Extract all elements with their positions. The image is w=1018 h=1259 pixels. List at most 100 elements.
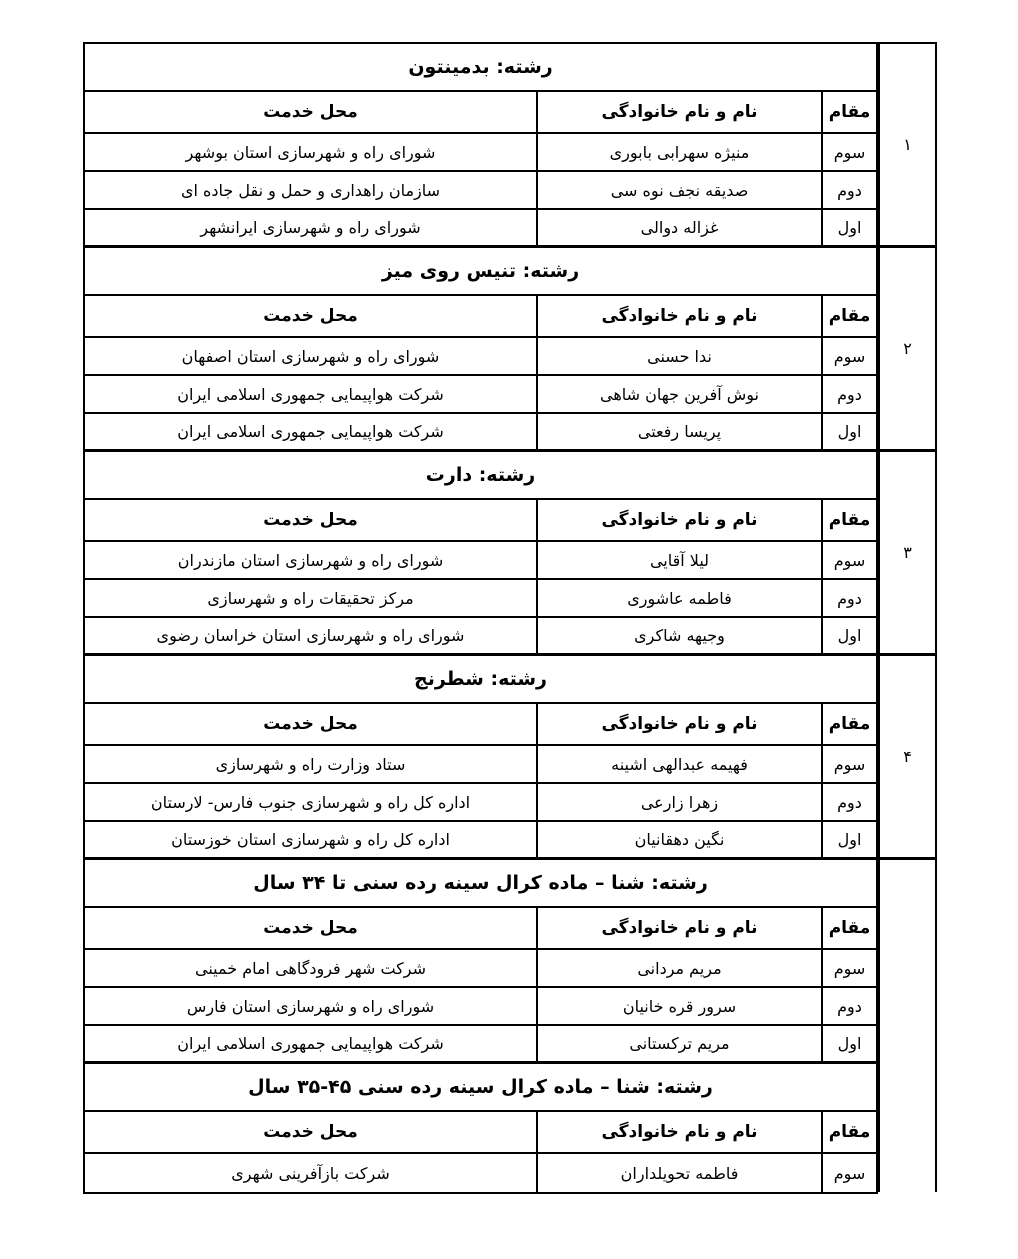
results-table: رشته: بدمینتون مقام نام و نام خانوادگی م… [83, 42, 878, 1194]
col-header-service: محل خدمت [263, 714, 358, 734]
section-badminton: رشته: بدمینتون مقام نام و نام خانوادگی م… [85, 44, 876, 248]
section-title: رشته: تنیس روی میز [85, 248, 876, 296]
table-row: دوم فاطمه عاشوری مرکز تحقیقات راه و شهرس… [85, 580, 876, 618]
cell-rank: سوم [833, 1163, 866, 1183]
cell-service: شورای راه و شهرسازی استان فارس [186, 996, 435, 1016]
section-number [880, 860, 935, 1192]
table-row: سوم فاطمه تحویلداران شرکت بازآفرینی شهری [85, 1154, 876, 1192]
cell-name: فاطمه عاشوری [536, 580, 823, 616]
cell-rank: اول [837, 218, 862, 237]
table-row: دوم صدیقه نجف نوه سی سازمان راهداری و حم… [85, 172, 876, 210]
cell-name: مریم ترکستانی [536, 1026, 823, 1061]
table-row: دوم نوش آفرین جهان شاهی شرکت هواپیمایی ج… [85, 376, 876, 414]
table-row: سوم ندا حسنی شورای راه و شهرسازی استان ا… [85, 338, 876, 376]
section-swimming-under-34: رشته: شنا – ماده کرال سینه رده سنی تا ۳۴… [85, 860, 876, 1064]
cell-name: پریسا رفعتی [536, 414, 823, 449]
cell-name: لیلا آقایی [536, 542, 823, 578]
section-chess: رشته: شطرنج مقام نام و نام خانوادگی محل … [85, 656, 876, 860]
cell-rank: دوم [837, 792, 862, 812]
table-header-row: مقام نام و نام خانوادگی محل خدمت [85, 296, 876, 338]
cell-name: نگین دهقانیان [536, 822, 823, 857]
table-row: سوم منیژه سهرابی بابوری شورای راه و شهرس… [85, 134, 876, 172]
table-row: اول نگین دهقانیان اداره کل راه و شهرسازی… [85, 822, 876, 860]
cell-service: شورای راه و شهرسازی استان مازندران [177, 550, 444, 570]
col-header-service: محل خدمت [263, 102, 358, 122]
col-header-rank: مقام [828, 102, 871, 122]
cell-service: اداره کل راه و شهرسازی استان خوزستان [171, 830, 450, 849]
col-header-rank: مقام [828, 918, 871, 938]
section-number: ۱ [880, 44, 935, 248]
col-header-name: نام و نام خانوادگی [536, 296, 823, 336]
table-row: اول وجیهه شاکری شورای راه و شهرسازی استا… [85, 618, 876, 656]
cell-service: شرکت هواپیمایی جمهوری اسلامی ایران [177, 422, 444, 441]
cell-name: سرور قره خانیان [536, 988, 823, 1024]
cell-name: منیژه سهرابی بابوری [536, 134, 823, 170]
table-header-row: مقام نام و نام خانوادگی محل خدمت [85, 500, 876, 542]
cell-service: ستاد وزارت راه و شهرسازی [215, 754, 406, 774]
section-number: ۳ [880, 452, 935, 656]
cell-service: شورای راه و شهرسازی استان اصفهان [181, 346, 440, 366]
table-header-row: مقام نام و نام خانوادگی محل خدمت [85, 704, 876, 746]
cell-name: غزاله دوالی [536, 210, 823, 245]
cell-name: وجیهه شاکری [536, 618, 823, 653]
cell-name: مریم مردانی [536, 950, 823, 986]
col-header-name: نام و نام خانوادگی [536, 92, 823, 132]
cell-name: ندا حسنی [536, 338, 823, 374]
cell-rank: دوم [837, 384, 862, 404]
section-darts: رشته: دارت مقام نام و نام خانوادگی محل خ… [85, 452, 876, 656]
cell-name: فهیمه عبدالهی اشینه [536, 746, 823, 782]
cell-rank: سوم [833, 142, 866, 162]
cell-rank: اول [837, 626, 862, 645]
cell-rank: دوم [837, 180, 862, 200]
table-header-row: مقام نام و نام خانوادگی محل خدمت [85, 1112, 876, 1154]
col-header-service: محل خدمت [263, 306, 358, 326]
table-header-row: مقام نام و نام خانوادگی محل خدمت [85, 908, 876, 950]
cell-service: سازمان راهداری و حمل و نقل جاده ای [180, 180, 441, 200]
section-number-column: ۱ ۲ ۳ ۴ [878, 42, 937, 1192]
table-row: سوم لیلا آقایی شورای راه و شهرسازی استان… [85, 542, 876, 580]
col-header-service: محل خدمت [263, 1122, 358, 1142]
cell-rank: دوم [837, 588, 862, 608]
cell-rank: اول [837, 422, 862, 441]
cell-service: شورای راه و شهرسازی ایرانشهر [200, 218, 421, 237]
cell-name: زهرا زارعی [536, 784, 823, 820]
section-title: رشته: بدمینتون [85, 44, 876, 92]
section-title: رشته: شنا – ماده کرال سینه رده سنی تا ۳۴… [85, 860, 876, 908]
cell-service: شرکت هواپیمایی جمهوری اسلامی ایران [177, 1034, 444, 1053]
col-header-name: نام و نام خانوادگی [536, 500, 823, 540]
cell-service: شورای راه و شهرسازی استان خراسان رضوی [156, 626, 465, 645]
cell-service: شرکت شهر فرودگاهی امام خمینی [194, 958, 427, 978]
col-header-name: نام و نام خانوادگی [536, 704, 823, 744]
table-row: اول غزاله دوالی شورای راه و شهرسازی ایرا… [85, 210, 876, 248]
cell-name: صدیقه نجف نوه سی [536, 172, 823, 208]
cell-service: مرکز تحقیقات راه و شهرسازی [207, 588, 414, 608]
cell-rank: سوم [833, 754, 866, 774]
cell-service: شرکت بازآفرینی شهری [231, 1163, 390, 1183]
cell-rank: اول [837, 1034, 862, 1053]
section-title: رشته: دارت [85, 452, 876, 500]
table-row: اول پریسا رفعتی شرکت هواپیمایی جمهوری اس… [85, 414, 876, 452]
table-row: سوم مریم مردانی شرکت شهر فرودگاهی امام خ… [85, 950, 876, 988]
cell-rank: سوم [833, 958, 866, 978]
col-header-name: نام و نام خانوادگی [536, 908, 823, 948]
col-header-service: محل خدمت [263, 510, 358, 530]
cell-name: نوش آفرین جهان شاهی [536, 376, 823, 412]
cell-rank: اول [837, 830, 862, 849]
section-swimming-35-45: رشته: شنا – ماده کرال سینه رده سنی ۴۵-۳۵… [85, 1064, 876, 1192]
cell-rank: دوم [837, 996, 862, 1016]
section-title: رشته: شطرنج [85, 656, 876, 704]
table-row: سوم فهیمه عبدالهی اشینه ستاد وزارت راه و… [85, 746, 876, 784]
section-number: ۲ [880, 248, 935, 452]
col-header-rank: مقام [828, 306, 871, 326]
table-row: دوم سرور قره خانیان شورای راه و شهرسازی … [85, 988, 876, 1026]
section-number: ۴ [880, 656, 935, 860]
section-title: رشته: شنا – ماده کرال سینه رده سنی ۴۵-۳۵… [85, 1064, 876, 1112]
col-header-rank: مقام [828, 714, 871, 734]
table-row: اول مریم ترکستانی شرکت هواپیمایی جمهوری … [85, 1026, 876, 1064]
col-header-service: محل خدمت [263, 918, 358, 938]
col-header-name: نام و نام خانوادگی [536, 1112, 823, 1152]
col-header-rank: مقام [828, 1122, 871, 1142]
table-row: دوم زهرا زارعی اداره کل راه و شهرسازی جن… [85, 784, 876, 822]
cell-service: شورای راه و شهرسازی استان بوشهر [185, 142, 436, 162]
